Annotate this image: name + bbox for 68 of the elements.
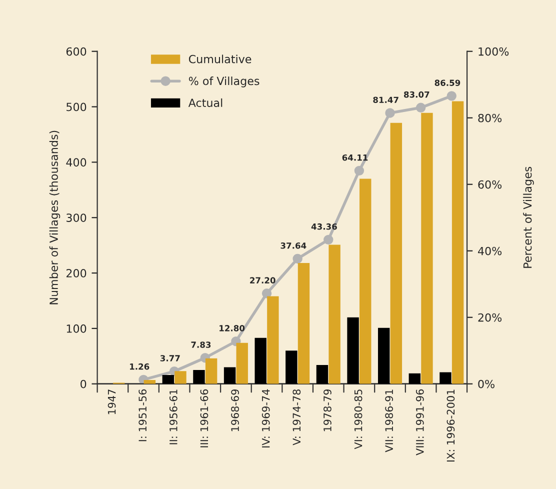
point <box>385 108 395 118</box>
bar <box>452 101 464 384</box>
y-tick-label: 400 <box>66 158 86 167</box>
y-tick-label: 500 <box>66 102 86 112</box>
bar <box>193 370 205 384</box>
x-tick-label: II: 1956-61 <box>169 390 178 444</box>
bar <box>205 358 218 384</box>
legend-label: Actual <box>188 98 222 108</box>
legend-label: % of Villages <box>188 76 260 88</box>
data-label: 81.47 <box>373 96 398 104</box>
x-tick-label: III: 1961-66 <box>200 389 208 448</box>
data-label: 27.20 <box>250 277 276 284</box>
bar <box>267 296 279 384</box>
bar <box>224 367 236 384</box>
bar <box>390 122 402 384</box>
bar <box>328 244 340 384</box>
x-tick-label: 1947 <box>108 390 116 414</box>
bar <box>286 350 298 384</box>
y-tick-label: 0 <box>80 380 86 388</box>
y-tick-label: 300 <box>66 214 86 222</box>
bar <box>174 371 186 384</box>
point <box>262 288 272 298</box>
bar <box>316 365 328 384</box>
bar <box>254 338 266 384</box>
y2-tick-label: 20% <box>478 313 502 322</box>
x-tick-label: VIII: 1991-96 <box>416 389 424 456</box>
y2-axis-title: Percent of Villages <box>523 166 534 268</box>
data-label: 83.07 <box>404 91 430 98</box>
point <box>354 166 364 176</box>
y2-tick-label: 100% <box>478 47 509 56</box>
bar <box>440 372 452 384</box>
y2-tick-label: 40% <box>478 246 502 256</box>
bar <box>236 342 248 384</box>
y-tick-label: 200 <box>66 269 86 278</box>
data-label: 1.26 <box>130 363 150 370</box>
data-label: 37.64 <box>280 242 306 249</box>
data-label: 12.80 <box>220 325 245 332</box>
y2-tick-label: 80% <box>478 114 502 122</box>
data-label: 64.11 <box>342 154 368 161</box>
y-tick-label: 100 <box>66 324 86 333</box>
y2-tick-label: 60% <box>478 180 502 189</box>
bar <box>298 263 310 384</box>
x-tick-label: I: 1951-56 <box>138 389 147 442</box>
x-tick-label: VII: 1986-91 <box>385 390 394 452</box>
bar <box>421 112 433 384</box>
point <box>324 234 334 245</box>
point <box>292 254 302 264</box>
x-tick-label: IV: 1969-74 <box>262 389 270 448</box>
x-tick-label: 1968-69 <box>231 389 239 432</box>
y-axis-title: Number of Villages (thousands) <box>49 130 60 304</box>
bar <box>408 373 421 384</box>
data-label: 3.77 <box>160 355 180 362</box>
bar <box>347 317 359 384</box>
x-tick-label: IX: 1996-2001 <box>446 390 455 462</box>
x-tick-label: VI: 1980-85 <box>354 390 362 450</box>
point <box>416 102 426 112</box>
y2-tick-label: 0% <box>478 380 494 388</box>
bar <box>162 375 174 384</box>
data-label: 43.36 <box>311 223 337 230</box>
data-label: 7.83 <box>191 342 211 348</box>
legend-label: Cumulative <box>188 54 252 64</box>
bar <box>360 178 372 384</box>
data-label: 86.59 <box>434 80 460 86</box>
bar <box>378 328 390 384</box>
x-tick-label: 1978-79 <box>324 389 332 432</box>
x-tick-label: V: 1974-78 <box>292 389 301 446</box>
y-tick-label: 600 <box>66 47 86 56</box>
point <box>446 91 456 101</box>
